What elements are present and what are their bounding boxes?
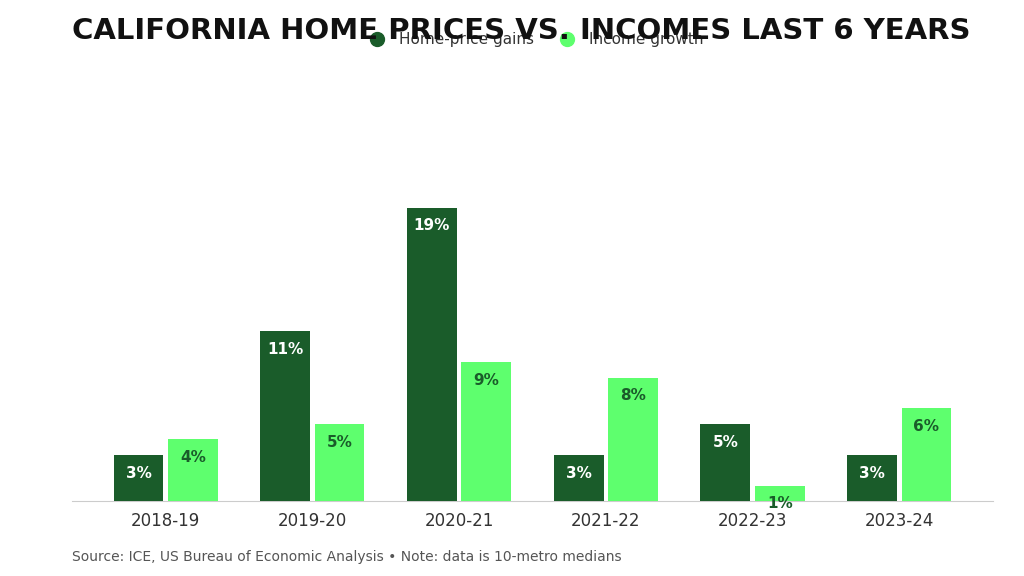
Text: 4%: 4%: [180, 450, 206, 465]
Legend: Home-price gains, Income growth: Home-price gains, Income growth: [355, 26, 710, 54]
Text: 3%: 3%: [566, 465, 592, 480]
Bar: [314, 424, 365, 501]
Text: 8%: 8%: [621, 388, 646, 403]
Text: 3%: 3%: [126, 465, 152, 480]
Bar: [901, 408, 951, 501]
Bar: [608, 377, 658, 501]
Bar: [168, 439, 218, 501]
Text: 1%: 1%: [767, 497, 793, 511]
Bar: [260, 331, 310, 501]
Bar: [847, 455, 897, 501]
Bar: [700, 424, 751, 501]
Text: 5%: 5%: [713, 435, 738, 450]
Text: Source: ICE, US Bureau of Economic Analysis • Note: data is 10-metro medians: Source: ICE, US Bureau of Economic Analy…: [72, 551, 622, 564]
Text: 9%: 9%: [473, 373, 499, 388]
Bar: [114, 455, 164, 501]
Text: 6%: 6%: [913, 419, 939, 434]
Bar: [554, 455, 603, 501]
Text: CALIFORNIA HOME PRICES VS. INCOMES LAST 6 YEARS: CALIFORNIA HOME PRICES VS. INCOMES LAST …: [72, 17, 970, 46]
Bar: [462, 362, 511, 501]
Text: 5%: 5%: [327, 435, 352, 450]
Text: 3%: 3%: [859, 465, 885, 480]
Bar: [755, 486, 805, 501]
Bar: [407, 207, 457, 501]
Text: 19%: 19%: [414, 218, 451, 233]
Text: 11%: 11%: [267, 342, 303, 357]
